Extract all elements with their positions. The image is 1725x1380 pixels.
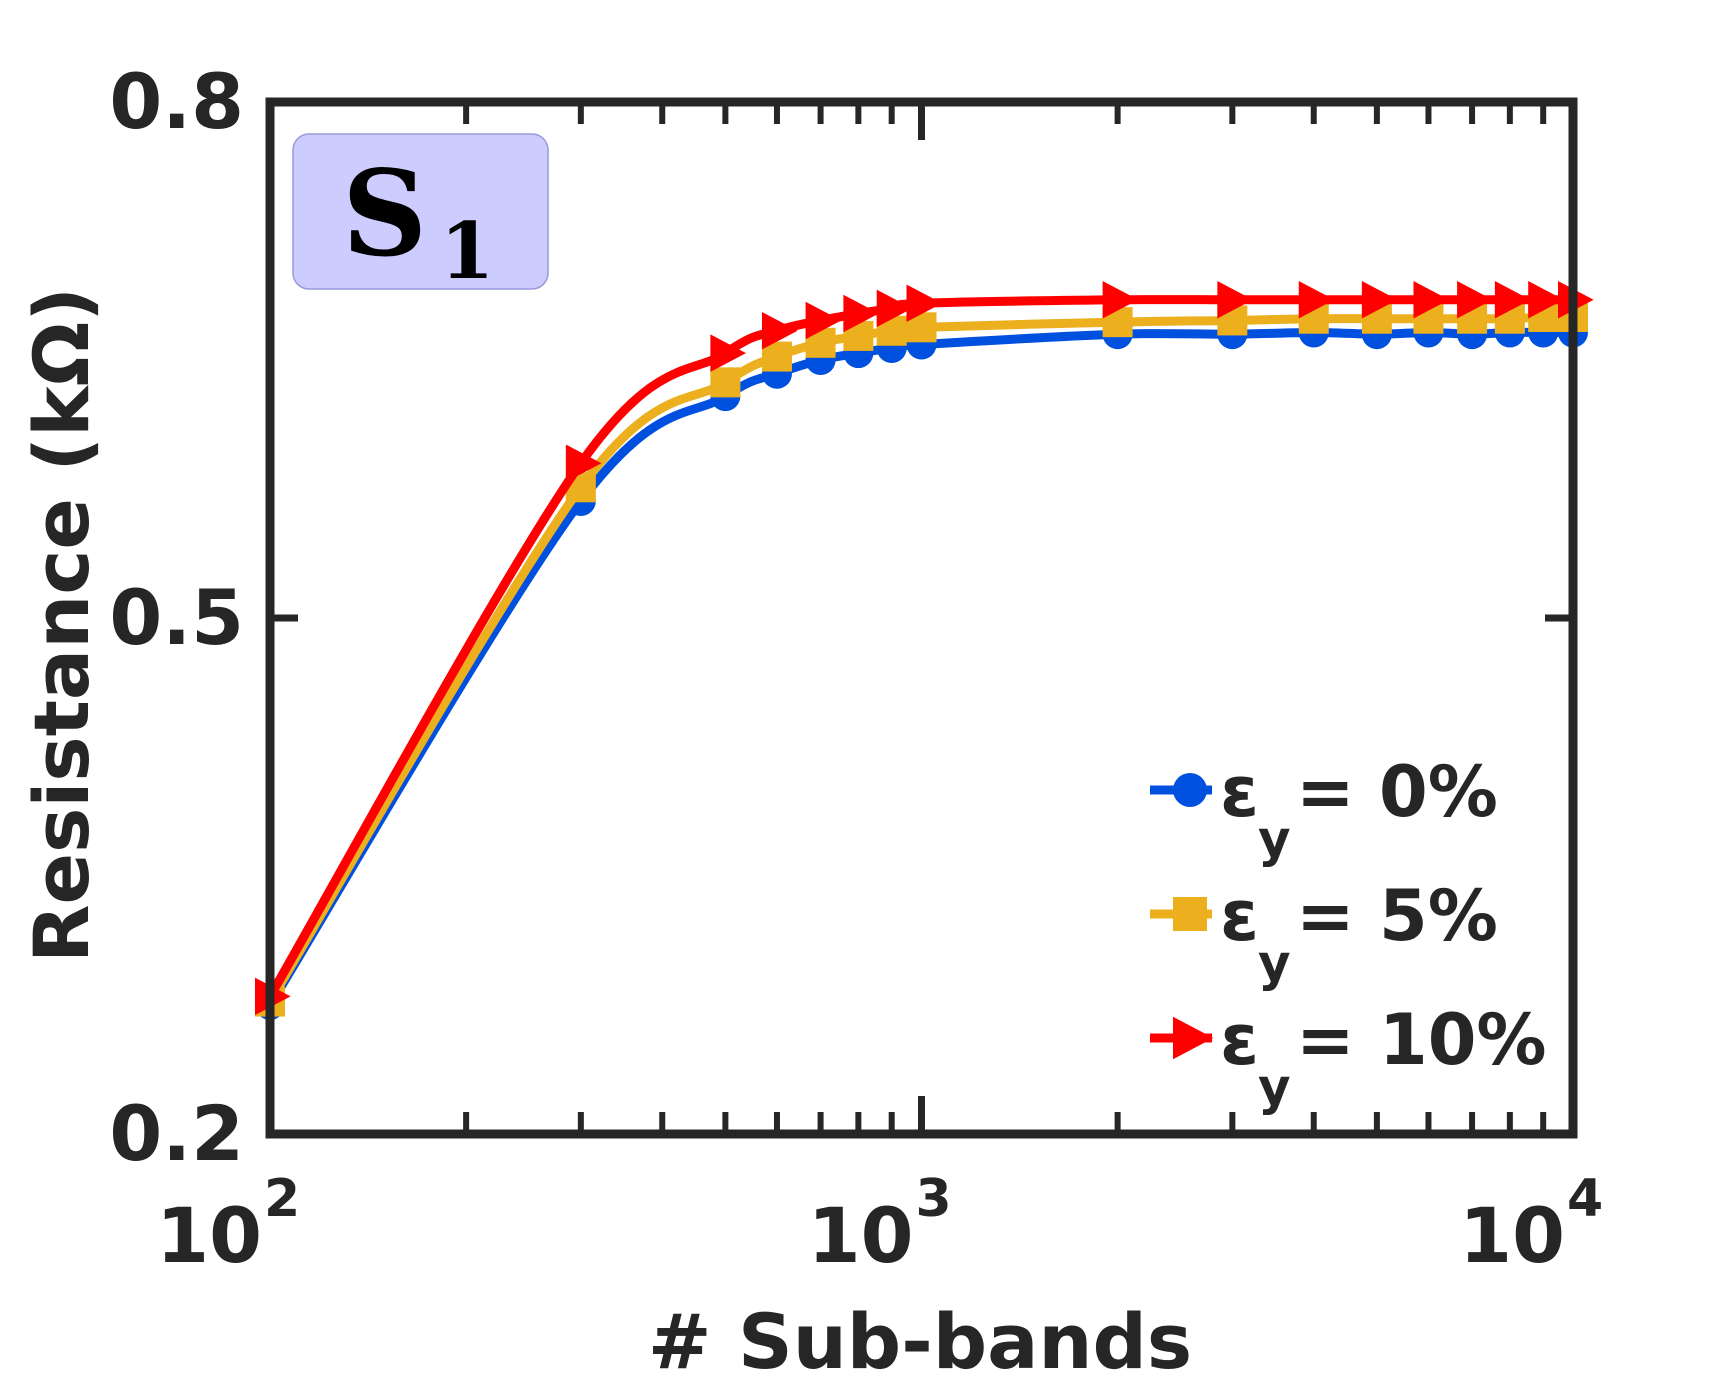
legend-label-subscript: y — [1258, 934, 1291, 992]
legend-label-subscript: y — [1258, 1058, 1291, 1116]
series-layer — [255, 281, 1594, 1020]
legend-label-symbol: ε — [1220, 875, 1259, 957]
panel-label-sub: 1 — [440, 206, 494, 297]
data-point-triangle — [805, 301, 842, 340]
y-axis-label: Resistance (kΩ) — [17, 287, 106, 963]
legend-label-value: = 5% — [1296, 875, 1498, 957]
x-tick-label-base: 10 — [156, 1191, 262, 1280]
x-tick-label-exponent: 2 — [264, 1169, 300, 1229]
legend-label-value: = 0% — [1296, 751, 1498, 833]
x-tick-label-base: 10 — [1459, 1191, 1565, 1280]
data-point-triangle — [876, 289, 913, 328]
data-point-triangle — [565, 444, 602, 482]
data-point-square — [710, 367, 741, 398]
legend-entry: εy= 5% — [1150, 875, 1498, 992]
x-tick-label-exponent: 3 — [916, 1169, 952, 1229]
data-point-triangle — [1457, 281, 1493, 319]
y-tick-label: 0.5 — [109, 573, 244, 662]
x-tick-label: 10 3 — [808, 1169, 952, 1280]
data-point-square — [1173, 897, 1207, 931]
series-square — [255, 302, 1588, 1017]
data-point-triangle — [843, 294, 879, 333]
y-tick-label: 0.2 — [109, 1089, 244, 1178]
legend-label-subscript: y — [1258, 810, 1291, 868]
tick-layer: 10 2 10 3 10 40.20.50.8 — [109, 57, 1603, 1280]
panel-label: S 1 — [292, 133, 549, 297]
x-tick-label-base: 10 — [808, 1191, 914, 1280]
panel-label-main: S — [342, 144, 427, 283]
data-point-triangle — [1361, 281, 1398, 319]
x-tick-label: 10 4 — [1459, 1169, 1603, 1280]
legend-label-value: = 10% — [1296, 999, 1547, 1081]
data-point-triangle — [1298, 281, 1335, 319]
data-point-triangle — [710, 334, 747, 372]
data-point-circle — [1173, 773, 1207, 807]
legend: εy= 0%εy= 5%εy= 10% — [1150, 751, 1547, 1116]
series-triangle-right — [255, 281, 1594, 1016]
data-point-triangle — [761, 312, 798, 350]
legend-label-symbol: ε — [1220, 999, 1259, 1081]
legend-label-symbol: ε — [1220, 751, 1259, 833]
legend-entry: εy= 10% — [1150, 999, 1547, 1116]
data-point-triangle — [1413, 281, 1450, 319]
panel-label-box — [292, 133, 549, 290]
x-tick-label-exponent: 4 — [1567, 1169, 1603, 1229]
data-point-triangle — [1102, 281, 1139, 319]
data-point-triangle — [1494, 281, 1531, 319]
data-point-triangle — [1173, 1016, 1214, 1060]
data-point-triangle — [906, 284, 943, 322]
data-point-triangle — [1217, 281, 1253, 319]
data-point-triangle — [1528, 281, 1564, 319]
y-tick-label: 0.8 — [109, 57, 244, 146]
x-tick-label: 10 2 — [156, 1169, 300, 1280]
legend-entry: εy= 0% — [1150, 751, 1498, 868]
x-axis-label: # Sub-bands — [648, 1297, 1192, 1380]
